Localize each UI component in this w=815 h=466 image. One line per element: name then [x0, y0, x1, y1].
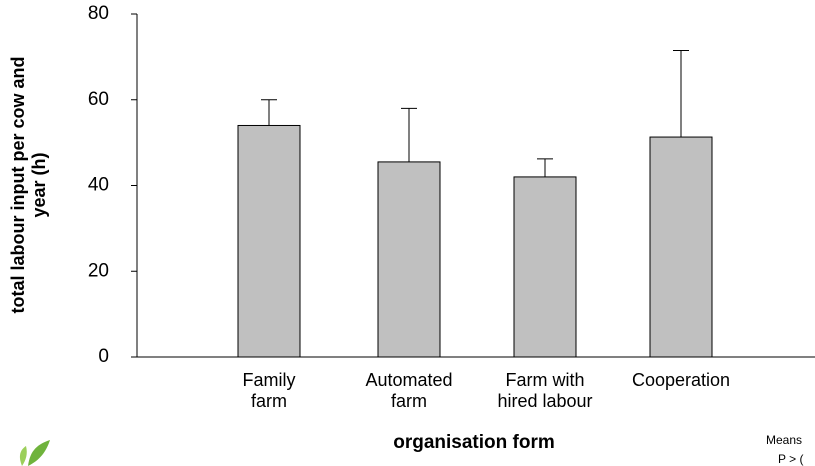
y-tick-label: 40 — [88, 175, 109, 196]
annotation: P > ( — [778, 452, 803, 466]
y-axis-title: total labour input per cow and year (h) — [8, 56, 49, 314]
x-axis-title: organisation form — [393, 432, 555, 453]
x-tick-label: Cooperation — [631, 370, 731, 390]
error-bar — [537, 158, 553, 177]
bar — [377, 161, 441, 358]
y-tick-label: 20 — [88, 260, 109, 281]
y-tick-label: 60 — [88, 89, 109, 110]
bar — [649, 136, 713, 358]
bar — [513, 176, 577, 358]
x-tick-label: Farm with hired labour — [497, 370, 593, 411]
annotation: Means — [766, 433, 802, 447]
error-bar — [261, 99, 277, 126]
y-tick-label: 80 — [88, 3, 109, 24]
y-tick-label: 0 — [98, 346, 109, 367]
x-tick-label: Automated farm — [365, 370, 453, 411]
bar — [237, 124, 301, 358]
logo — [19, 440, 50, 466]
x-tick-label: Family farm — [242, 370, 296, 411]
error-bar — [401, 107, 417, 162]
error-bar — [673, 49, 689, 138]
